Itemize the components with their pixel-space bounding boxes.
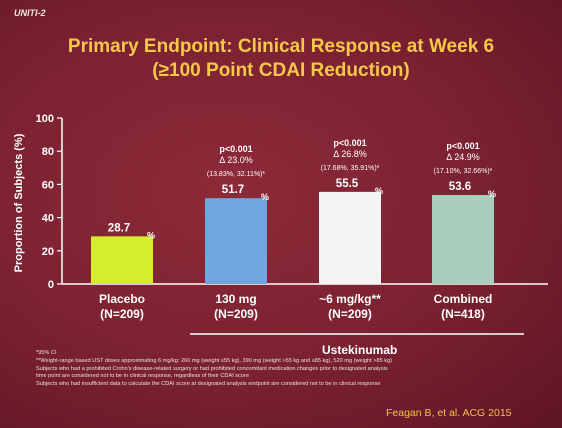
bar-4 [432, 195, 494, 284]
category-label: ~6 mg/kg** [319, 292, 381, 306]
bar-unit-label: % [261, 192, 269, 202]
bar-unit-label: % [375, 186, 383, 196]
bar-unit-label: % [147, 230, 155, 240]
ci-label: (13.83%, 32.11%)* [207, 171, 266, 178]
footnote: Subjects who had insufficient data to ca… [36, 381, 381, 387]
ci-label: (17.68%, 35.91%)* [321, 165, 380, 172]
p-value-label: p<0.001 [219, 144, 252, 154]
citation: Feagan B, et al. ACG 2015 [386, 407, 512, 419]
footnote: *95% CI [36, 350, 57, 356]
category-n-label: (N=209) [328, 307, 372, 321]
ci-label: (17.10%, 32.66%)* [434, 168, 493, 175]
bar-2 [205, 198, 267, 284]
footnote: time point are considered not to be in c… [36, 373, 249, 379]
category-label: Combined [434, 292, 493, 306]
study-tag: UNITI-2 [14, 8, 46, 18]
bar-value-label: 28.7 [108, 222, 130, 234]
footnote: Subjects who had a prohibited Crohn's di… [36, 366, 388, 372]
category-n-label: (N=209) [100, 307, 144, 321]
y-tick-label: 80 [42, 146, 54, 158]
bar-value-label: 51.7 [222, 184, 244, 196]
bar-value-label: 53.6 [449, 181, 471, 193]
y-axis-label: Proportion of Subjects (%) [13, 133, 25, 272]
delta-label: Δ 24.9% [446, 152, 480, 162]
slide-subtitle: (≥100 Point CDAI Reduction) [152, 60, 410, 81]
y-tick-label: 20 [42, 246, 54, 258]
bar-1 [91, 236, 153, 284]
bar-unit-label: % [488, 189, 496, 199]
bar-3 [319, 191, 381, 284]
category-n-label: (N=209) [214, 307, 258, 321]
p-value-label: p<0.001 [446, 141, 479, 151]
footnote: **Weight-range based UST doses approxima… [36, 358, 393, 364]
category-n-label: (N=418) [441, 307, 485, 321]
y-tick-label: 0 [48, 279, 54, 291]
category-label: Placebo [99, 292, 145, 306]
delta-label: Δ 26.8% [333, 149, 367, 159]
delta-label: Δ 23.0% [219, 155, 253, 165]
bar-value-label: 55.5 [336, 178, 359, 190]
slide-title: Primary Endpoint: Clinical Response at W… [67, 36, 495, 57]
y-tick-label: 100 [36, 113, 54, 125]
category-label: 130 mg [215, 292, 256, 306]
y-tick-label: 60 [42, 179, 54, 191]
p-value-label: p<0.001 [333, 138, 366, 148]
y-tick-label: 40 [42, 213, 54, 225]
ustekinumab-group-label: Ustekinumab [322, 343, 398, 357]
